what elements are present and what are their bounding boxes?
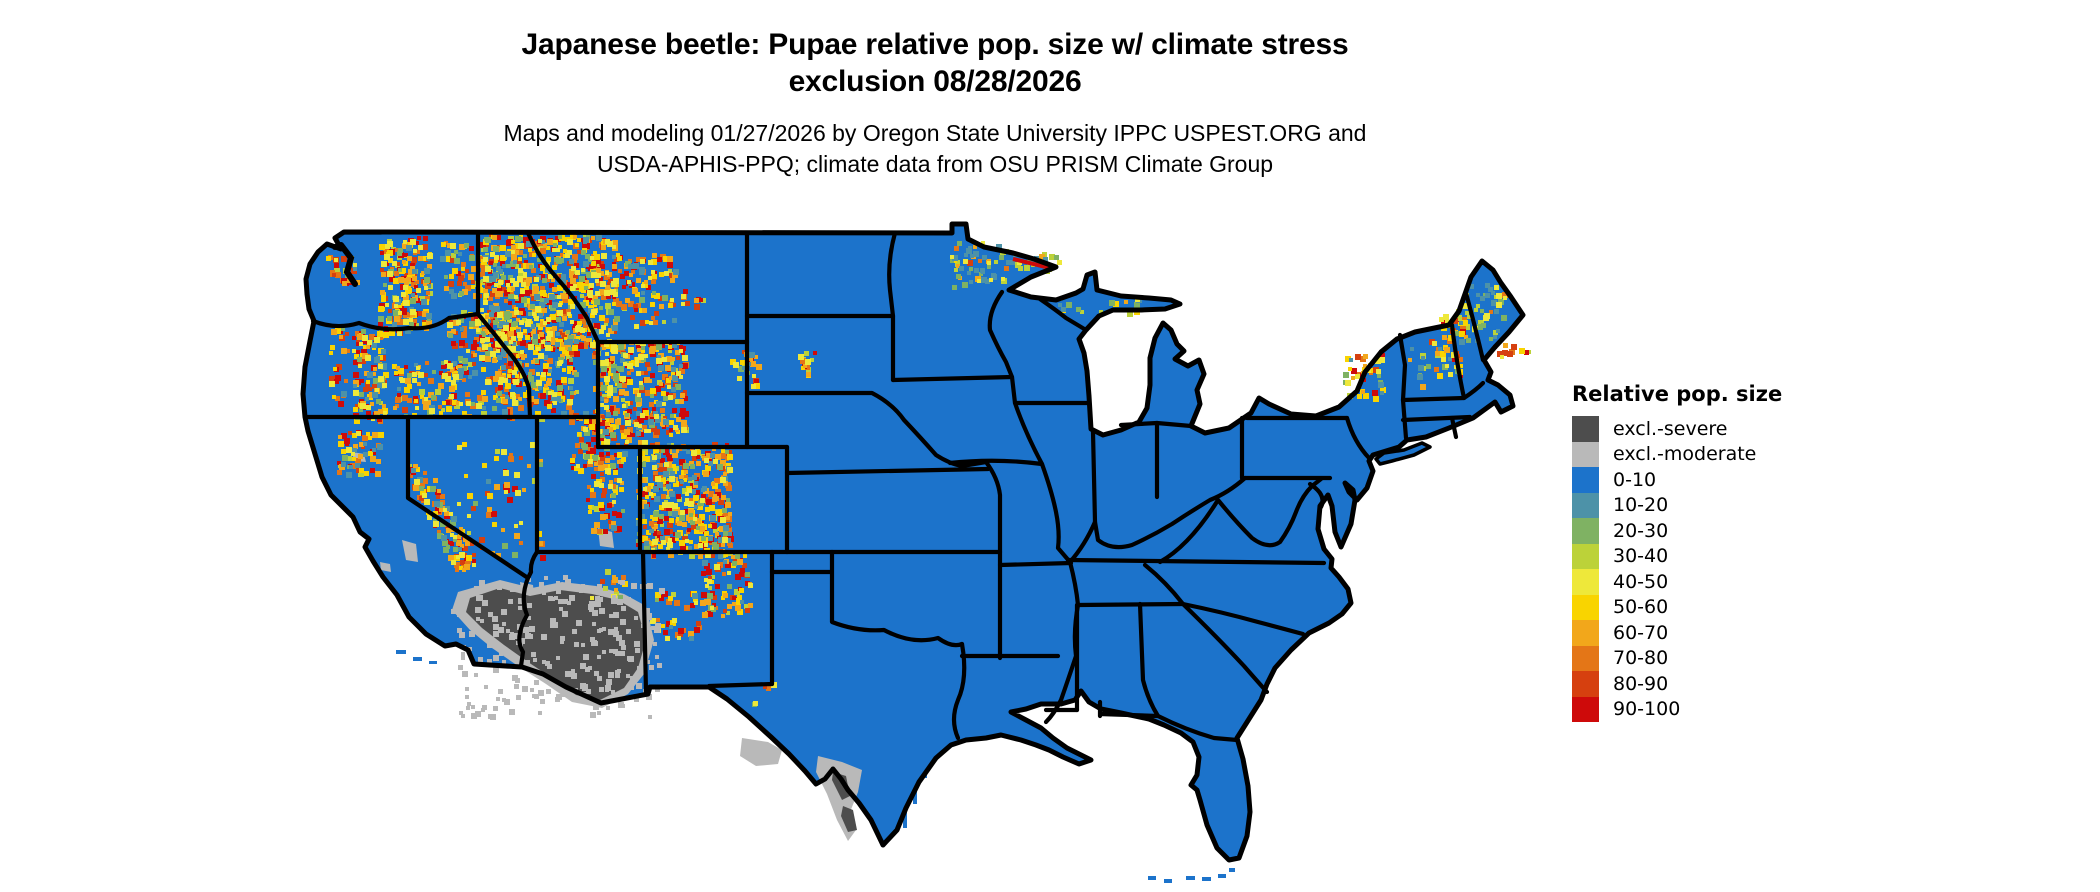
legend-swatch (1572, 543, 1599, 569)
superior-shore-high-band (1012, 257, 1051, 270)
exclusion-severe-zones (466, 588, 857, 832)
legend-title: Relative pop. size (1572, 382, 1783, 406)
legend-label: 40-50 (1613, 570, 1669, 593)
map-title-line2: exclusion 08/28/2026 (788, 65, 1082, 98)
legend-swatch (1572, 467, 1599, 493)
legend-row-20-30: 20-30 (1572, 518, 1782, 544)
legend-row-0-10: 0-10 (1572, 467, 1782, 493)
legend-swatch (1572, 441, 1599, 467)
legend-row-excl.-severe: excl.-severe (1572, 416, 1782, 442)
legend-label: excl.-moderate (1613, 443, 1757, 466)
legend-swatch (1572, 620, 1599, 646)
legend-items: excl.-severe excl.-moderate 0-10 10-20 20-30… (1572, 416, 1782, 722)
legend-label: excl.-severe (1613, 417, 1728, 440)
puget-sound (338, 242, 358, 287)
legend-label: 50-60 (1613, 596, 1669, 619)
map-title-line1: Japanese beetle: Pupae relative pop. siz… (521, 28, 1349, 61)
map-title: Japanese beetle: Pupae relative pop. siz… (0, 26, 1870, 100)
san-juan-islands (332, 244, 338, 250)
legend: Relative pop. size excl.-severe excl.-mod… (1572, 382, 1782, 722)
legend-label: 20-30 (1613, 519, 1669, 542)
legend-row-50-60: 50-60 (1572, 594, 1782, 620)
long-island (1374, 441, 1432, 466)
legend-label: 80-90 (1613, 672, 1669, 695)
legend-label: 70-80 (1613, 647, 1669, 670)
legend-swatch (1572, 645, 1599, 671)
legend-swatch (1572, 416, 1599, 442)
legend-label: 90-100 (1613, 698, 1681, 721)
legend-row-80-90: 80-90 (1572, 671, 1782, 697)
legend-swatch (1572, 671, 1599, 697)
legend-swatch (1572, 492, 1599, 518)
legend-swatch (1572, 696, 1599, 722)
legend-label: 30-40 (1613, 545, 1669, 568)
legend-label: 10-20 (1613, 494, 1669, 517)
legend-row-90-100: 90-100 (1572, 696, 1782, 722)
population-raster-speckles (326, 234, 1531, 720)
legend-row-70-80: 70-80 (1572, 645, 1782, 671)
legend-swatch (1572, 569, 1599, 595)
legend-row-40-50: 40-50 (1572, 569, 1782, 595)
map-subtitle-line1: Maps and modeling 01/27/2026 by Oregon S… (503, 120, 1367, 146)
legend-row-excl.-moderate: excl.-moderate (1572, 441, 1782, 467)
map-subtitle: Maps and modeling 01/27/2026 by Oregon S… (0, 118, 1870, 180)
legend-row-60-70: 60-70 (1572, 620, 1782, 646)
legend-swatch (1572, 594, 1599, 620)
legend-label: 0-10 (1613, 468, 1657, 491)
legend-row-30-40: 30-40 (1572, 543, 1782, 569)
legend-swatch (1572, 518, 1599, 544)
conus-coastline (300, 221, 1526, 863)
map-subtitle-line2: USDA-APHIS-PPQ; climate data from OSU PR… (596, 151, 1274, 177)
legend-row-10-20: 10-20 (1572, 492, 1782, 518)
state-borders (302, 230, 1486, 743)
legend-label: 60-70 (1613, 621, 1669, 644)
